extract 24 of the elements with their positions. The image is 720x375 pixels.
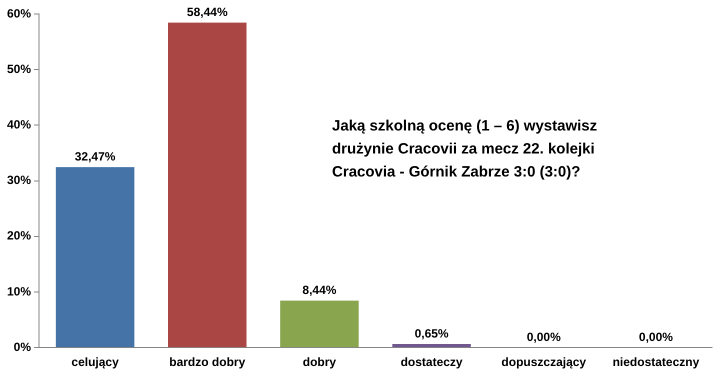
data-label: 0,00% [638, 330, 674, 344]
x-tick-label: dostateczy [400, 355, 463, 370]
y-tick-label: 10% [6, 284, 32, 298]
data-label: 0,00% [526, 330, 562, 344]
bar [56, 167, 134, 348]
bar [168, 22, 247, 348]
annotation: Jaką szkolną ocenę (1 – 6) wystawisz drużynie Cracovii za mecz 22. kolejki Cracovia - Górnik Zabrze 3:0 (3:0)? [332, 118, 598, 181]
x-tick-label: niedostateczny [612, 355, 700, 370]
y-tick-label: 30% [6, 173, 32, 188]
x-tick-label: dobry [302, 355, 336, 370]
y-tick-label: 40% [6, 118, 32, 132]
y-tick-label: 20% [6, 228, 32, 243]
data-label: 8,44% [302, 282, 337, 297]
x-tick-label: dopuszczający [501, 355, 586, 370]
y-tick-label: 50% [6, 62, 32, 76]
bar [280, 300, 359, 348]
x-tick-label: celujący [71, 355, 120, 370]
data-label: 32,47% [74, 149, 116, 164]
data-label: 0,65% [414, 326, 449, 340]
x-tick-label: bardzo dobry [169, 355, 246, 370]
data-label: 58,44% [186, 4, 228, 19]
y-tick-label: 60% [6, 6, 32, 20]
y-tick-label: 0% [14, 340, 32, 354]
bar [392, 344, 471, 348]
